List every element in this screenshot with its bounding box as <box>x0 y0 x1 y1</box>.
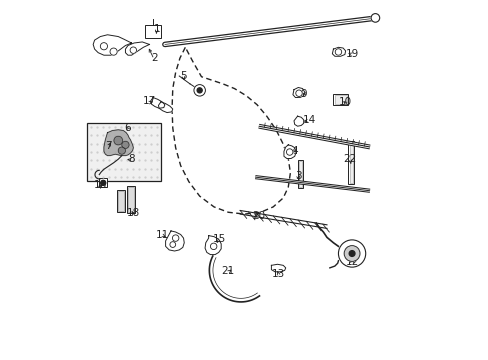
Circle shape <box>338 240 365 267</box>
Bar <box>128 187 133 212</box>
Bar <box>333 94 348 105</box>
Text: 4: 4 <box>291 146 297 156</box>
Bar <box>144 25 161 39</box>
Text: 18: 18 <box>126 208 140 218</box>
Text: 10: 10 <box>338 97 351 107</box>
Text: 5: 5 <box>180 71 186 81</box>
Text: 7: 7 <box>105 141 111 151</box>
Polygon shape <box>284 145 296 158</box>
Text: 2: 2 <box>151 53 158 63</box>
Bar <box>334 95 346 104</box>
Text: 22: 22 <box>343 154 356 164</box>
Text: 15: 15 <box>212 234 225 244</box>
Circle shape <box>122 141 129 148</box>
Text: 14: 14 <box>302 115 315 125</box>
Text: 13: 13 <box>271 269 285 279</box>
Text: 16: 16 <box>94 180 107 190</box>
Polygon shape <box>165 231 184 251</box>
Circle shape <box>210 243 217 249</box>
Circle shape <box>172 235 179 241</box>
Text: 21: 21 <box>221 266 235 276</box>
Bar <box>298 161 302 187</box>
Circle shape <box>348 251 354 256</box>
Text: 12: 12 <box>345 257 358 267</box>
Polygon shape <box>125 42 149 55</box>
Circle shape <box>118 147 125 154</box>
Bar <box>349 142 352 183</box>
Circle shape <box>335 49 341 55</box>
Text: 1: 1 <box>153 24 160 35</box>
Bar <box>87 123 161 181</box>
Circle shape <box>295 90 302 96</box>
Polygon shape <box>93 35 131 55</box>
Polygon shape <box>332 47 345 56</box>
Circle shape <box>110 48 117 55</box>
Text: 6: 6 <box>124 123 131 133</box>
Polygon shape <box>292 87 304 98</box>
Polygon shape <box>204 235 221 255</box>
Circle shape <box>169 242 175 247</box>
Polygon shape <box>104 130 133 156</box>
Circle shape <box>130 47 136 53</box>
Text: 9: 9 <box>300 89 306 99</box>
Polygon shape <box>150 98 164 108</box>
Bar <box>297 160 303 188</box>
Text: 19: 19 <box>345 49 358 59</box>
Text: 17: 17 <box>142 96 156 106</box>
Circle shape <box>344 246 359 261</box>
Bar <box>348 141 353 184</box>
Bar <box>99 178 107 187</box>
Bar <box>118 192 124 211</box>
Circle shape <box>101 180 105 185</box>
Polygon shape <box>293 116 303 126</box>
Polygon shape <box>158 102 172 113</box>
Circle shape <box>286 149 292 155</box>
Circle shape <box>194 85 205 96</box>
Bar <box>126 186 135 213</box>
Circle shape <box>197 88 202 93</box>
Text: 3: 3 <box>294 171 301 181</box>
Circle shape <box>100 42 107 50</box>
Bar <box>117 190 125 212</box>
Polygon shape <box>271 264 285 272</box>
Circle shape <box>114 136 122 145</box>
Text: 20: 20 <box>252 211 265 221</box>
Circle shape <box>370 14 379 22</box>
Text: 8: 8 <box>128 154 135 164</box>
Text: 11: 11 <box>155 230 168 239</box>
